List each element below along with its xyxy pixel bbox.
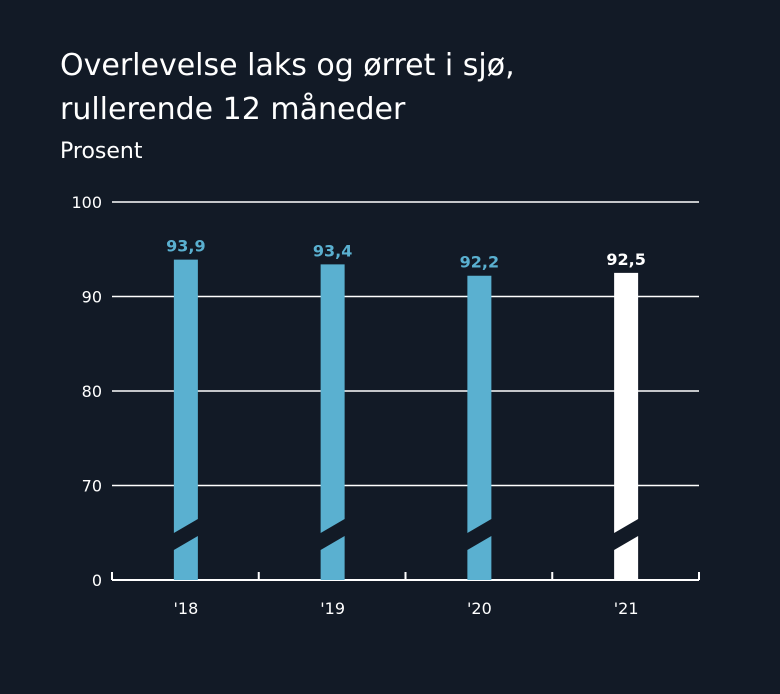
bar-3-lower bbox=[614, 536, 639, 580]
chart-subtitle: Prosent bbox=[60, 139, 143, 164]
value-label-1: 93,4 bbox=[313, 241, 352, 260]
bar-3-upper bbox=[614, 272, 639, 533]
bar-2-lower bbox=[467, 536, 492, 580]
x-tick-label-1: '19 bbox=[320, 599, 345, 618]
chart-title-line-2: rullerende 12 måneder bbox=[60, 92, 406, 127]
bar-1-upper bbox=[320, 264, 345, 533]
label-layer: 0 70 80 90 100 93,9 '18 93,4 '19 92,2 '20 92,5 '21 bbox=[71, 193, 645, 618]
y-tick-label-100: 100 bbox=[71, 193, 102, 212]
chart-title-line-1: Overlevelse laks og ørret i sjø, bbox=[60, 48, 515, 83]
x-tick-label-2: '20 bbox=[467, 599, 492, 618]
value-label-2: 92,2 bbox=[460, 253, 499, 272]
grid-layer bbox=[111, 201, 700, 581]
bar-0-upper bbox=[173, 259, 198, 533]
value-label-3: 92,5 bbox=[606, 250, 645, 269]
bar-0-lower bbox=[173, 536, 198, 580]
y-tick-label-70: 70 bbox=[82, 477, 102, 496]
bar-1-lower bbox=[320, 536, 345, 580]
bar-layer bbox=[173, 259, 639, 580]
bar-2-upper bbox=[467, 275, 492, 533]
x-tick-label-3: '21 bbox=[614, 599, 639, 618]
y-tick-label-0: 0 bbox=[92, 571, 102, 590]
y-tick-label-90: 90 bbox=[82, 288, 102, 307]
chart-title: Overlevelse laks og ørret i sjø, rullere… bbox=[60, 44, 740, 132]
value-label-0: 93,9 bbox=[166, 237, 205, 256]
y-tick-label-80: 80 bbox=[82, 382, 102, 401]
x-tick-label-0: '18 bbox=[173, 599, 198, 618]
